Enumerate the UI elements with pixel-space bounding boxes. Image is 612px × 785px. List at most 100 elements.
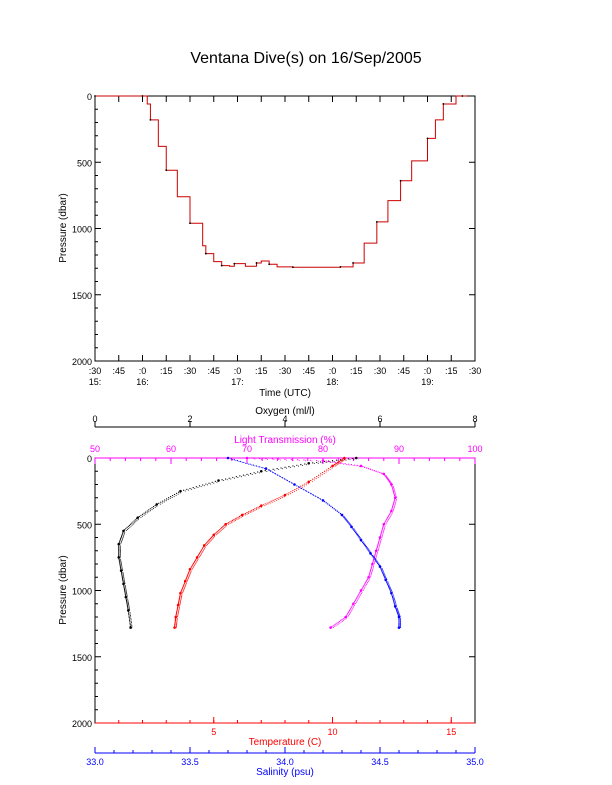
oxygen-sample [120,536,122,539]
light-transmission-sample [330,461,332,463]
top-y-tick-label: 1500 [72,291,92,301]
salinity-sample [377,562,379,564]
temperature-sample [274,500,276,502]
salinity-sample [398,617,400,619]
oxygen-sample [264,469,266,472]
salinity-sample [391,594,393,596]
oxygen-sample [304,463,306,465]
oxygen-point [354,456,358,460]
salinity-sample [328,504,330,506]
salinity-sample [345,519,347,521]
salinity-sample [400,624,402,626]
salinity-sample [317,497,319,499]
dive-trace-point [149,118,152,121]
oxygen-sample [119,547,121,549]
temperature-sample [178,598,180,600]
temperature-sample [218,529,220,532]
temperature-sample [193,565,195,567]
oxygen-sample [305,464,307,466]
light-transmission-sample [364,466,366,468]
oxygen-sample [154,504,156,507]
salinity-sample [381,568,383,570]
temperature-sample [207,540,209,542]
temperature-sample [237,516,239,518]
temperature-sample [254,509,256,511]
salinity-sample [331,507,334,509]
salinity-sample [368,550,370,552]
temperature-sample [255,507,258,509]
oxygen-sample [134,522,136,524]
temperature-sample [210,540,212,542]
oxygen-sample [129,526,131,528]
oxygen-sample [135,521,137,523]
light-transmission-sample [376,545,379,547]
light-transmission-sample [379,538,381,540]
oxygen-sample [282,468,284,470]
light-transmission-sample [377,542,380,544]
light-transmission-sample [374,552,377,554]
temperature-sample [188,570,190,572]
profile-panel: 0 500 1000 1500 2000 0 2 4 6 8 50 60 70 80 90 100 5 10… [58,406,484,778]
oxygen-sample [128,604,130,606]
salinity-sample [284,478,286,480]
salinity-sample [384,577,386,579]
temperature-sample [192,566,194,568]
salinity-sample [383,573,385,575]
salinity-sample [391,590,393,592]
temperature-sample [183,588,185,590]
light-transmission-sample [381,535,383,537]
oxygen-sample [152,505,155,508]
temperature-sample [212,535,214,537]
light-transmission-sample [380,540,382,542]
oxygen-sample [125,591,127,593]
temperature-sample [195,562,197,564]
temperature-sample [191,565,193,567]
salinity-sample [393,601,395,603]
temperature-sample [198,553,200,555]
salinity-sample [398,619,400,621]
temperature-sample [208,539,210,541]
temperature-sample [306,482,308,484]
light-transmission-sample [392,490,394,492]
oxygen-sample [121,538,123,540]
temperature-sample [270,500,272,502]
temperature-sample [217,530,219,532]
salinity-sample [386,582,388,584]
salinity-sample [393,595,395,597]
light-transmission-sample [384,526,386,528]
oxygen-sample [228,477,230,479]
top-hour-label: 18: [326,377,339,387]
light-transmission-sample [364,583,366,585]
oxygen-sample [317,462,319,464]
light-transmission-sample [298,460,300,462]
dive-trace-point [189,222,191,225]
light-transmission-sample [381,536,383,538]
oxygen-sample [129,612,131,614]
oxygen-sample [126,594,128,596]
temperature-sample [296,487,298,490]
light-transmission-tick-label: 60 [166,444,176,454]
salinity-sample [385,580,387,582]
oxygen-sample [126,593,128,595]
light-transmission-sample [344,619,346,621]
temperature-sample [206,542,208,544]
light-transmission-sample [380,541,382,543]
light-transmission-sample [364,582,367,584]
temperature-sample [216,531,218,533]
oxygen-sample [121,541,123,543]
oxygen-sample [127,606,129,608]
temperature-sample [325,471,327,473]
light-transmission-sample [395,495,397,497]
light-transmission-sample [393,494,396,497]
oxygen-sample [130,616,132,618]
temperature-sample [181,588,183,590]
light-transmission-sample [375,556,377,558]
temperature-sample [186,580,188,582]
temperature-sample [181,596,183,598]
light-transmission-sample [371,572,373,574]
light-transmission-sample [353,605,355,607]
light-transmission-tick-label: 50 [90,444,100,454]
salinity-sample [391,593,393,595]
oxygen-sample [351,457,353,460]
temperature-sample [338,460,341,462]
